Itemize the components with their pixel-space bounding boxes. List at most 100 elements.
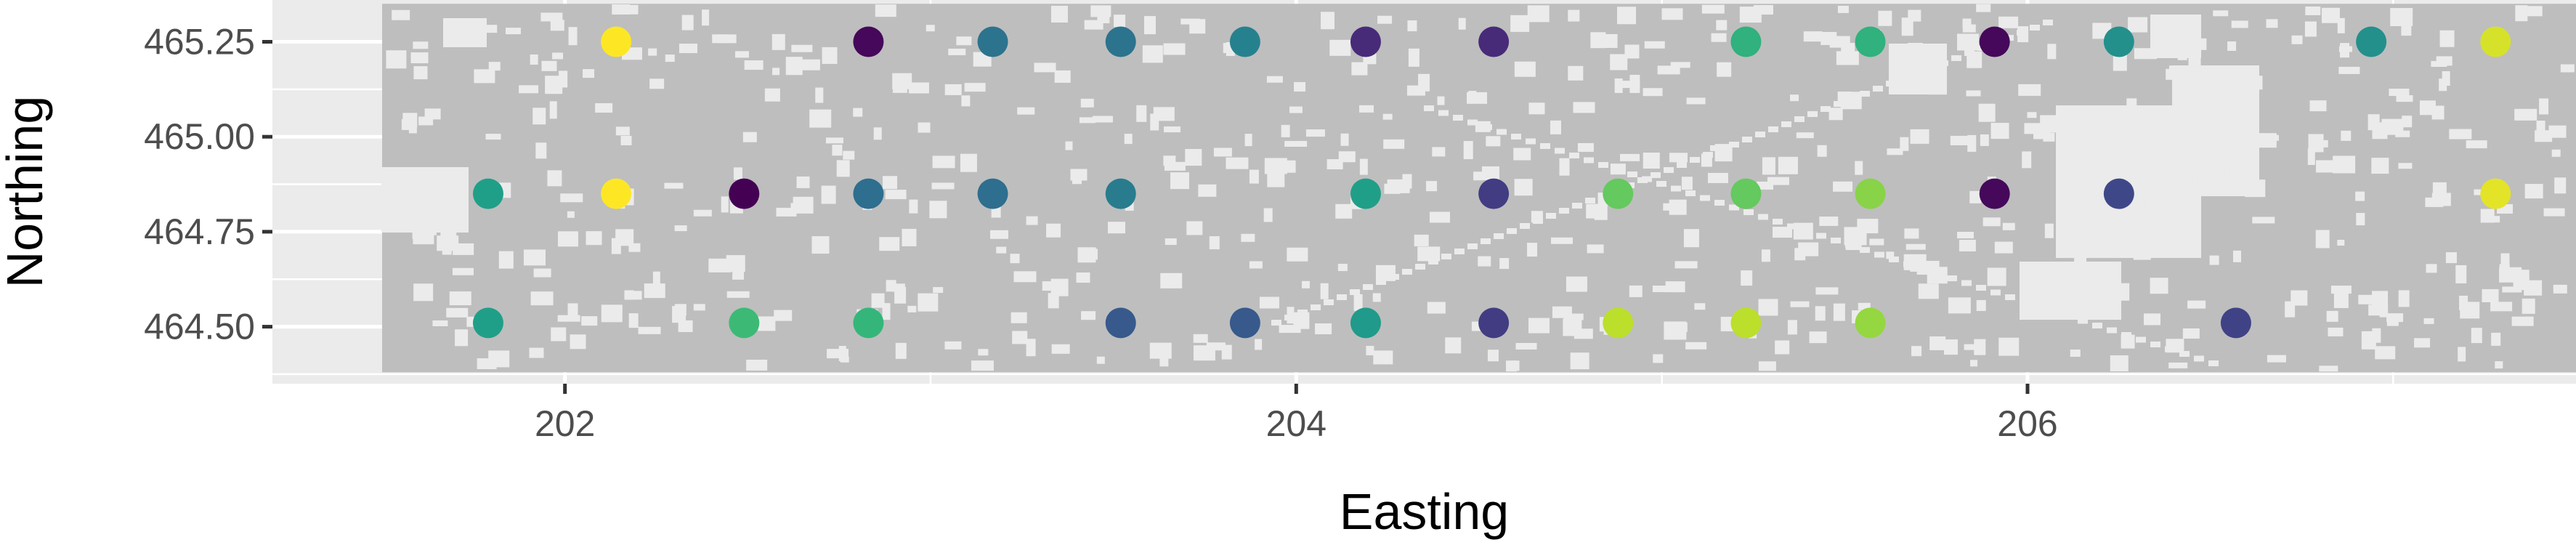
raster-gap <box>488 350 510 368</box>
raster-gap <box>2305 6 2321 15</box>
raster-gap <box>1834 101 1844 107</box>
raster-gap <box>1550 120 1561 134</box>
raster-gap <box>1803 31 1823 42</box>
raster-gap <box>1042 281 1057 291</box>
raster-gap <box>1741 270 1753 286</box>
raster-gap <box>1847 96 1857 102</box>
raster-gap <box>1903 261 1913 267</box>
raster-gap <box>1790 94 1799 102</box>
raster-gap <box>1961 280 1972 286</box>
y-axis-ticks: 464.50 464.75 465.00 465.25 <box>144 22 272 347</box>
raster-gap <box>1429 211 1450 223</box>
raster-gap <box>678 320 693 332</box>
raster-gap <box>2125 116 2141 133</box>
raster-gap <box>1559 208 1569 214</box>
raster-gap <box>1092 116 1113 123</box>
raster-gap <box>477 25 498 33</box>
raster-gap <box>1858 302 1871 310</box>
raster-gap <box>1012 331 1028 344</box>
raster-gap <box>2070 350 2081 358</box>
raster-gap <box>1559 158 1570 176</box>
raster-gap <box>1956 232 1974 239</box>
raster-gap <box>560 193 583 203</box>
raster-gap <box>1701 4 1725 14</box>
data-point <box>1603 178 1634 209</box>
raster-gap <box>2513 270 2530 286</box>
raster-gap <box>432 320 448 326</box>
raster-gap <box>1833 181 1853 192</box>
raster-gap <box>1515 342 1537 350</box>
raster-gap <box>1987 267 2006 286</box>
raster-gap <box>570 334 586 350</box>
raster-gap <box>811 236 830 254</box>
raster-gap <box>2390 8 2413 27</box>
raster-gap <box>1048 293 1059 309</box>
data-point <box>1105 307 1136 339</box>
data-point <box>1478 178 1510 209</box>
raster-gap <box>2426 264 2437 273</box>
raster-gap <box>1729 142 1739 148</box>
raster-gap <box>1685 342 1707 350</box>
raster-gap <box>2432 182 2447 199</box>
raster-gap <box>1855 161 1863 175</box>
data-point <box>1730 178 1762 209</box>
raster-gap <box>1321 12 1335 30</box>
raster-gap <box>1384 183 1401 194</box>
raster-gap <box>2356 213 2365 226</box>
raster-gap <box>445 191 466 202</box>
raster-gap <box>1108 222 1126 234</box>
raster-gap <box>1335 203 1353 219</box>
raster-gap <box>882 303 891 320</box>
raster-gap <box>2553 284 2567 294</box>
raster-gap <box>2398 290 2410 307</box>
raster-gap <box>649 78 665 89</box>
raster-gap <box>2315 230 2330 249</box>
raster-gap <box>1555 148 1565 154</box>
data-point <box>1350 307 1381 339</box>
raster-gap <box>1815 287 1839 295</box>
raster-gap <box>1598 162 1608 168</box>
raster-gap <box>2419 100 2436 116</box>
raster-gap <box>2396 95 2413 102</box>
raster-gap <box>620 135 632 145</box>
raster-gap <box>1363 284 1373 290</box>
raster-gap <box>1054 70 1071 83</box>
raster-gap <box>446 307 469 318</box>
raster-gap <box>1758 299 1778 316</box>
raster-gap <box>742 132 757 142</box>
raster-gap <box>1911 346 1922 357</box>
raster-gap <box>2471 328 2482 344</box>
raster-gap <box>1499 258 1510 270</box>
raster-gap <box>1959 239 1976 251</box>
raster-gap <box>1520 223 1530 229</box>
raster-gap <box>1482 124 1492 130</box>
raster-gap <box>1773 219 1783 225</box>
raster-gap <box>410 52 429 64</box>
data-point <box>1478 26 1510 57</box>
raster-gap <box>891 283 905 292</box>
raster-gap <box>1802 228 1812 234</box>
raster-gap <box>1703 152 1713 158</box>
data-point <box>1855 26 1886 57</box>
raster-gap <box>2166 68 2187 80</box>
raster-gap <box>1918 266 1928 272</box>
raster-gap <box>1424 105 1434 111</box>
raster-gap <box>1566 276 1587 292</box>
raster-gap <box>498 251 514 269</box>
raster-gap <box>2172 235 2183 250</box>
raster-gap <box>1527 243 1538 257</box>
raster-gap <box>1585 198 1595 203</box>
raster-gap <box>1643 152 1660 169</box>
raster-gap <box>2005 294 2015 300</box>
raster-gap <box>674 225 687 232</box>
raster-gap <box>1681 177 1693 190</box>
raster-gap <box>1836 51 1859 65</box>
raster-gap <box>2136 336 2146 343</box>
raster-gap <box>2522 6 2543 17</box>
raster-gap <box>523 249 546 266</box>
data-point <box>601 178 632 209</box>
raster-gap <box>2333 156 2356 174</box>
raster-gap <box>1351 62 1368 76</box>
raster-gap <box>871 293 885 308</box>
raster-gap <box>1665 281 1685 293</box>
